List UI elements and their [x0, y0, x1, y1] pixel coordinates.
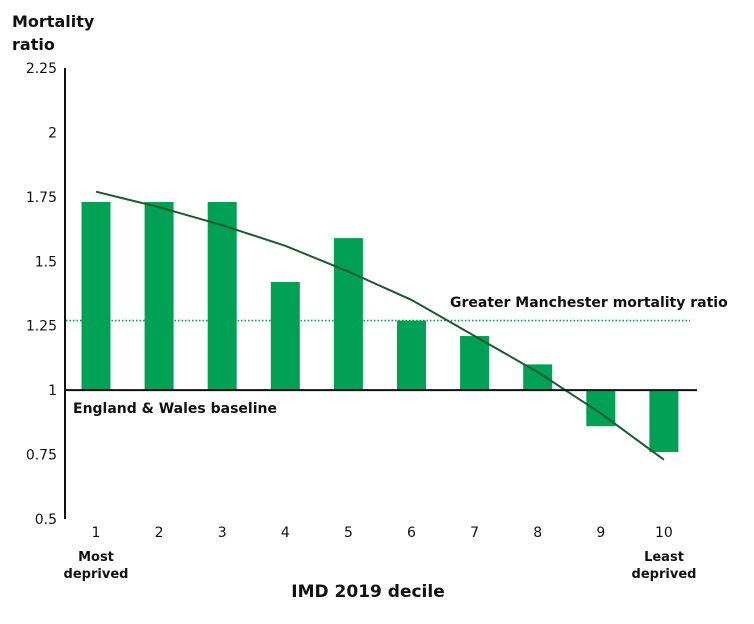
- least-deprived-label-line2: deprived: [632, 567, 697, 582]
- bar-decile-4: [270, 281, 300, 391]
- x-tick-label: 2: [155, 525, 164, 541]
- y-tick-label: 1.25: [26, 319, 57, 335]
- x-tick-label: 10: [655, 525, 673, 541]
- y-tick-label: 1: [48, 383, 57, 399]
- england-wales-baseline-label: England & Wales baseline: [73, 401, 277, 417]
- x-tick-label: 8: [533, 525, 542, 541]
- y-tick-label: 0.5: [35, 512, 57, 528]
- y-axis-title-line2: ratio: [12, 35, 55, 54]
- bar-decile-10: [649, 390, 679, 452]
- y-tick-label: 0.75: [26, 448, 57, 464]
- bar-decile-2: [144, 202, 174, 391]
- bar-decile-7: [460, 336, 490, 391]
- x-tick-label: 5: [344, 525, 353, 541]
- most-deprived-label-line2: deprived: [64, 567, 129, 582]
- y-tick-label: 2: [48, 125, 57, 141]
- x-tick-label: 7: [470, 525, 479, 541]
- y-tick-label: 1.5: [35, 254, 57, 270]
- y-axis-title-line1: Mortality: [12, 12, 95, 31]
- y-tick-label: 2.25: [26, 61, 57, 77]
- y-tick-label: 1.75: [26, 190, 57, 206]
- x-tick-label: 9: [596, 525, 605, 541]
- x-tick-label: 1: [92, 525, 101, 541]
- bar-decile-1: [81, 202, 111, 391]
- bar-decile-6: [397, 320, 426, 391]
- least-deprived-label-line1: Least: [644, 550, 684, 565]
- bar-decile-8: [523, 364, 553, 391]
- bar-decile-5: [333, 238, 363, 391]
- most-deprived-label-line1: Most: [78, 550, 114, 565]
- x-tick-label: 3: [218, 525, 227, 541]
- x-tick-label: 4: [281, 525, 290, 541]
- bar-decile-3: [207, 202, 237, 391]
- x-axis-title: IMD 2019 decile: [291, 582, 444, 602]
- x-tick-label: 6: [407, 525, 416, 541]
- trend-line: [95, 190, 665, 461]
- greater-manchester-label: Greater Manchester mortality ratio: [450, 295, 728, 311]
